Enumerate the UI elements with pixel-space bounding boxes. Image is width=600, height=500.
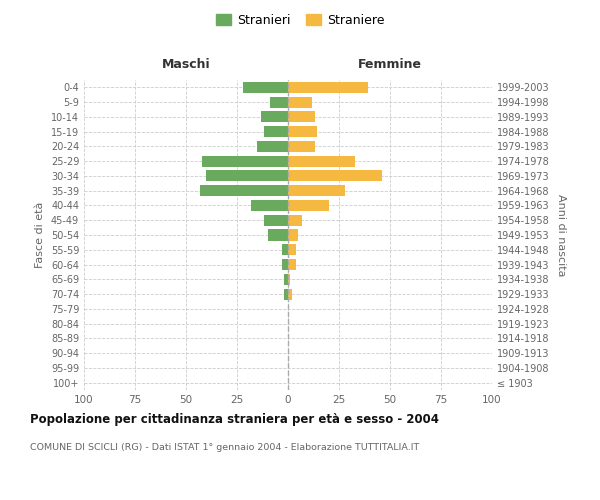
Bar xyxy=(268,230,288,240)
Bar xyxy=(288,200,329,211)
Legend: Stranieri, Straniere: Stranieri, Straniere xyxy=(211,8,389,32)
Bar xyxy=(243,82,288,93)
Bar xyxy=(263,214,288,226)
Bar xyxy=(263,126,288,137)
Text: Femmine: Femmine xyxy=(358,58,422,71)
Y-axis label: Anni di nascita: Anni di nascita xyxy=(556,194,566,276)
Bar xyxy=(200,185,288,196)
Bar xyxy=(282,244,288,256)
Bar xyxy=(288,230,298,240)
Bar xyxy=(288,112,314,122)
Bar xyxy=(288,141,314,152)
Bar xyxy=(288,96,313,108)
Text: COMUNE DI SCICLI (RG) - Dati ISTAT 1° gennaio 2004 - Elaborazione TUTTITALIA.IT: COMUNE DI SCICLI (RG) - Dati ISTAT 1° ge… xyxy=(30,442,419,452)
Bar xyxy=(288,170,382,181)
Bar xyxy=(288,126,317,137)
Text: Maschi: Maschi xyxy=(161,58,211,71)
Bar xyxy=(288,185,345,196)
Bar xyxy=(206,170,288,181)
Bar xyxy=(282,259,288,270)
Bar xyxy=(288,274,290,285)
Bar xyxy=(262,112,288,122)
Bar xyxy=(284,274,288,285)
Bar xyxy=(288,156,355,166)
Y-axis label: Fasce di età: Fasce di età xyxy=(35,202,45,268)
Bar xyxy=(288,82,368,93)
Bar xyxy=(202,156,288,166)
Bar xyxy=(257,141,288,152)
Bar xyxy=(251,200,288,211)
Bar xyxy=(288,259,296,270)
Bar xyxy=(284,288,288,300)
Bar xyxy=(288,214,302,226)
Bar xyxy=(269,96,288,108)
Bar xyxy=(288,244,296,256)
Bar xyxy=(288,288,292,300)
Text: Popolazione per cittadinanza straniera per età e sesso - 2004: Popolazione per cittadinanza straniera p… xyxy=(30,412,439,426)
